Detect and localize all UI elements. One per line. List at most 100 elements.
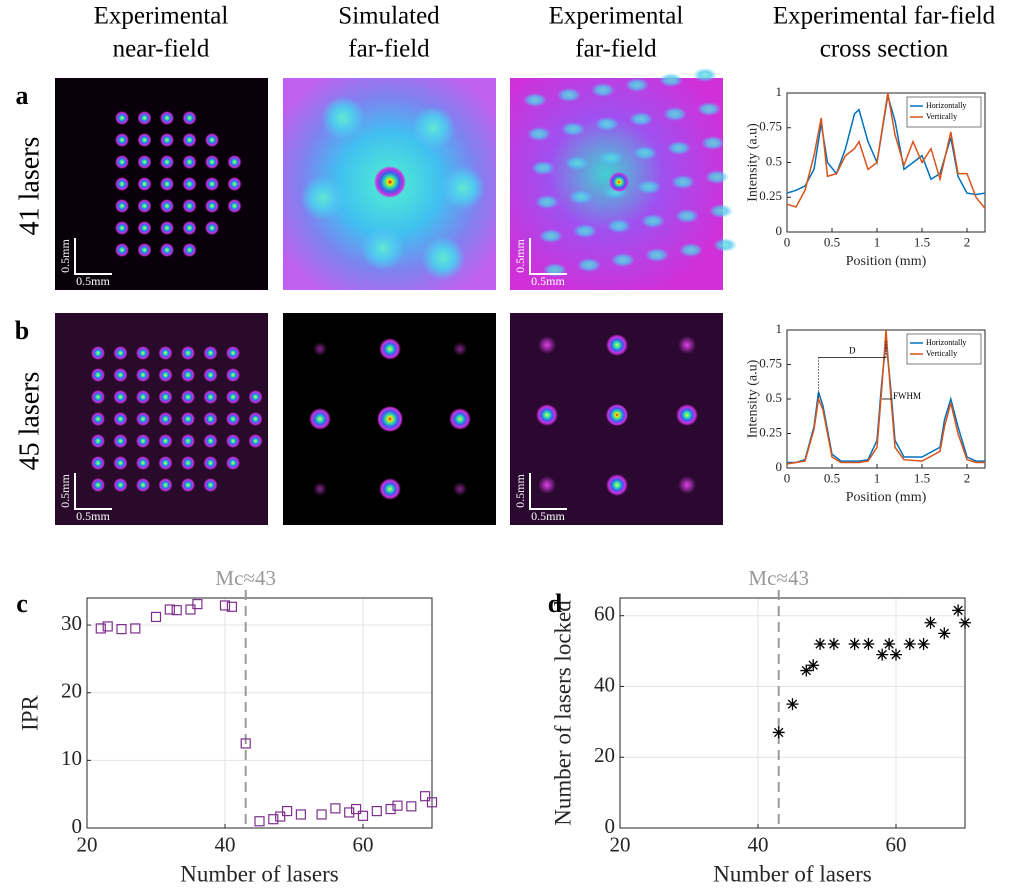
speckle	[523, 93, 547, 107]
point	[426, 797, 438, 808]
speckle	[607, 219, 631, 233]
laser-spot	[203, 434, 218, 448]
y-tick-label: 1	[776, 321, 783, 336]
laser-spot	[158, 390, 173, 404]
column-header: far-field	[348, 36, 430, 63]
peak	[449, 408, 471, 430]
speckle	[671, 175, 695, 189]
laser-spot	[137, 133, 152, 147]
scale-bar	[74, 473, 112, 510]
speckle	[595, 117, 619, 131]
laser-spot	[205, 199, 219, 213]
point	[406, 801, 417, 812]
y-tick-label: 0.5	[766, 390, 782, 405]
point	[171, 605, 182, 616]
y-tick-label: 0	[776, 459, 783, 474]
legend-label: Horizontally	[926, 101, 966, 110]
point	[185, 604, 196, 615]
x-axis-label: Number of lasers	[713, 862, 871, 887]
y-tick-label: 0	[605, 814, 616, 838]
y-tick-label: 0.75	[759, 119, 782, 134]
laser-spot	[205, 177, 219, 191]
y-tick-label: 10	[61, 746, 82, 770]
speckle	[561, 122, 585, 136]
laser-spot	[115, 177, 129, 191]
speckle	[697, 102, 721, 116]
speckle	[527, 127, 551, 141]
annotation: FWHM	[893, 391, 921, 401]
laser-spot	[205, 221, 219, 235]
laser-spot	[160, 199, 174, 213]
point	[420, 791, 431, 802]
scale-bar-label: 0.5mm	[513, 474, 527, 508]
y-axis-label: Number of lasers locked	[551, 600, 576, 826]
column-header: Experimental	[549, 3, 684, 30]
laser-spot	[182, 111, 197, 125]
laser-spot	[182, 177, 197, 191]
peak	[676, 404, 698, 426]
x-tick-label: 1	[874, 471, 881, 486]
y-tick-label: 30	[61, 611, 82, 635]
laser-spot	[182, 155, 197, 169]
point	[254, 816, 265, 827]
laser-spot	[158, 456, 173, 470]
peak	[309, 408, 331, 430]
laser-spot	[203, 456, 218, 470]
speckle	[641, 214, 665, 228]
x-tick-label: 20	[610, 833, 631, 857]
point	[116, 624, 127, 635]
point	[827, 638, 840, 650]
x-tick-label: 40	[748, 833, 769, 857]
laser-spot	[203, 412, 218, 426]
laser-spot	[115, 199, 129, 213]
point	[295, 809, 306, 820]
side-peak	[313, 482, 327, 496]
column-header: Experimental	[94, 3, 229, 30]
legend-box	[906, 96, 982, 128]
speckle	[565, 156, 589, 170]
speckle	[591, 83, 615, 97]
speckle	[645, 248, 669, 262]
speckle	[713, 238, 737, 252]
point	[772, 726, 785, 739]
point	[351, 803, 362, 815]
laser-spot	[115, 111, 129, 125]
axes-box	[86, 597, 433, 829]
point	[848, 638, 861, 650]
column-header: near-field	[113, 36, 210, 63]
point	[240, 738, 251, 749]
laser-spot	[137, 155, 152, 169]
line-series	[786, 92, 986, 209]
point	[130, 623, 141, 634]
central-peak	[374, 166, 406, 198]
speckle	[625, 78, 649, 92]
speckle	[637, 180, 661, 194]
speckle	[709, 204, 733, 218]
peak	[606, 334, 628, 356]
laser-spot	[113, 434, 128, 448]
laser-spot	[113, 412, 128, 426]
laser-spot	[160, 133, 174, 147]
scale-bar-label: 0.5mm	[76, 509, 110, 523]
side-peak	[678, 336, 696, 354]
point	[814, 638, 827, 650]
speckle	[301, 176, 345, 220]
column-header: cross section	[820, 36, 949, 63]
point	[316, 809, 327, 820]
point	[192, 598, 203, 610]
laser-spot	[181, 412, 195, 426]
laser-spot	[181, 368, 195, 382]
point	[786, 698, 799, 711]
laser-spot	[203, 346, 218, 360]
threshold-label: Mc≈43	[748, 566, 809, 590]
plot-area	[620, 598, 965, 828]
point	[330, 803, 341, 814]
laser-spot	[136, 346, 150, 360]
speckle	[667, 141, 691, 155]
laser-spot	[136, 412, 150, 426]
speckle	[421, 236, 465, 280]
laser-spot	[113, 478, 128, 492]
side-peak	[678, 476, 696, 494]
x-tick-label: 1.5	[914, 235, 930, 250]
peak	[606, 404, 628, 426]
